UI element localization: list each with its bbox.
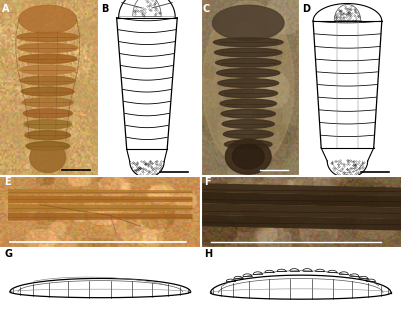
Polygon shape [8, 189, 192, 195]
Ellipse shape [23, 109, 72, 118]
Text: F: F [205, 177, 211, 187]
Ellipse shape [24, 120, 71, 129]
Ellipse shape [22, 98, 73, 107]
Text: D: D [302, 4, 310, 13]
Text: H: H [205, 249, 213, 259]
Ellipse shape [26, 141, 70, 151]
Ellipse shape [213, 38, 283, 47]
Polygon shape [200, 203, 401, 219]
Ellipse shape [223, 130, 273, 139]
Polygon shape [8, 213, 192, 220]
Ellipse shape [25, 131, 71, 140]
Text: G: G [4, 249, 12, 259]
Polygon shape [8, 195, 192, 203]
Ellipse shape [220, 99, 276, 108]
Polygon shape [200, 215, 401, 230]
Text: C: C [203, 4, 210, 13]
Ellipse shape [213, 5, 284, 40]
Ellipse shape [221, 109, 275, 118]
Text: A: A [2, 4, 10, 13]
Ellipse shape [219, 89, 277, 98]
Ellipse shape [222, 120, 274, 128]
Ellipse shape [19, 54, 77, 63]
Text: B: B [101, 4, 109, 13]
Ellipse shape [232, 144, 264, 169]
Ellipse shape [19, 5, 77, 34]
Text: E: E [4, 177, 11, 187]
Ellipse shape [18, 43, 78, 52]
Polygon shape [200, 192, 401, 208]
Ellipse shape [30, 142, 66, 172]
Ellipse shape [218, 79, 279, 87]
Ellipse shape [225, 139, 271, 174]
Ellipse shape [17, 32, 79, 41]
Ellipse shape [217, 68, 280, 77]
Ellipse shape [225, 140, 272, 149]
Ellipse shape [215, 48, 282, 57]
Ellipse shape [216, 58, 281, 67]
Polygon shape [200, 183, 401, 196]
Polygon shape [8, 204, 192, 212]
Ellipse shape [21, 87, 74, 96]
Ellipse shape [20, 76, 75, 85]
Ellipse shape [203, 1, 294, 168]
Ellipse shape [20, 65, 76, 74]
